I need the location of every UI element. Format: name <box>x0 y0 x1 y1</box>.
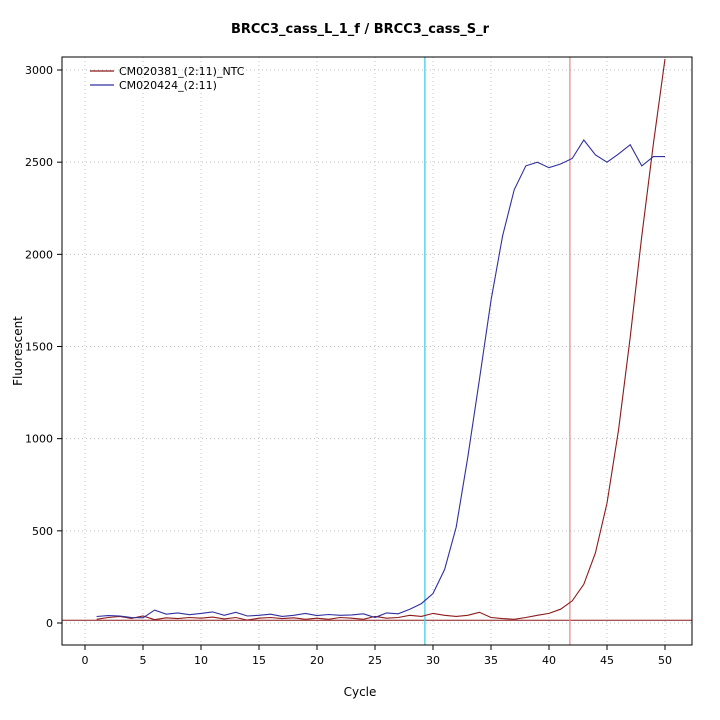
x-tick-label: 40 <box>542 654 556 667</box>
y-tick-label: 1500 <box>25 341 53 354</box>
y-tick-label: 0 <box>46 617 53 630</box>
chart-title: BRCC3_cass_L_1_f / BRCC3_cass_S_r <box>230 22 490 37</box>
x-tick-label: 30 <box>426 654 440 667</box>
x-axis-title: Cycle <box>343 685 377 699</box>
x-tick-label: 25 <box>368 654 382 667</box>
legend-label-0: CM020381_(2:11)_NTC <box>119 65 245 78</box>
y-tick-label: 3000 <box>25 64 53 77</box>
series-line-0 <box>96 58 666 621</box>
legend-label-1: CM020424_(2:11) <box>119 79 217 92</box>
x-tick-label: 20 <box>310 654 324 667</box>
x-tick-label: 5 <box>140 654 147 667</box>
series-line-1 <box>96 139 665 619</box>
y-tick-label: 1000 <box>25 433 53 446</box>
x-tick-label: 35 <box>484 654 498 667</box>
x-tick-label: 0 <box>82 654 89 667</box>
y-tick-label: 2500 <box>25 156 53 169</box>
y-tick-label: 2000 <box>25 248 53 261</box>
x-tick-label: 15 <box>252 654 266 667</box>
x-tick-label: 10 <box>194 654 208 667</box>
plot-border <box>61 56 693 646</box>
x-tick-label: 50 <box>658 654 672 667</box>
y-tick-label: 500 <box>32 525 53 538</box>
x-tick-label: 45 <box>600 654 614 667</box>
